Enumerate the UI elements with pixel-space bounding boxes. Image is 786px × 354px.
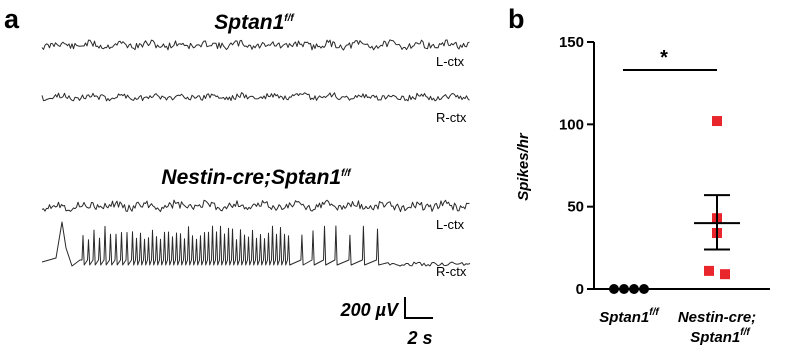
panel-b-label: b <box>508 4 525 34</box>
y-axis-label: Spikes/hr <box>515 132 532 201</box>
channel-label-group1-r: R-ctx <box>436 110 467 125</box>
spikes-plot: 0 50 100 150 <box>559 34 770 298</box>
eeg-trace-group2-r-ctx <box>41 221 471 267</box>
group1-title: Sptan1f/f <box>214 11 295 34</box>
data-point-control <box>619 284 629 294</box>
x-category-control: Sptan1f/f <box>599 307 660 326</box>
y-tick-label: 100 <box>559 116 584 133</box>
data-point-mutant <box>720 269 730 280</box>
y-tick-label: 150 <box>559 34 584 51</box>
x-category-mutant-line1: Nestin-cre; <box>678 309 756 326</box>
eeg-trace-group2-l-ctx <box>41 199 470 213</box>
data-point-control <box>629 284 639 294</box>
data-point-mutant <box>712 116 722 127</box>
scale-bar-time: 2 s <box>406 328 432 348</box>
significance-star: * <box>660 47 668 69</box>
y-ticks: 0 50 100 150 <box>559 34 594 298</box>
scale-bar <box>404 297 433 319</box>
data-point-control <box>609 284 619 294</box>
y-tick-label: 0 <box>576 281 584 298</box>
data-point-mutant <box>704 265 714 276</box>
y-tick-label: 50 <box>567 199 584 216</box>
channel-label-group1-l: L-ctx <box>436 54 465 69</box>
channel-label-group2-l: L-ctx <box>436 217 465 232</box>
eeg-trace-group1-r-ctx <box>41 92 470 102</box>
x-category-mutant-line2: Sptan1f/f <box>690 327 751 346</box>
panel-a-label: a <box>4 4 20 34</box>
scale-bar-amplitude: 200 µV <box>340 300 400 320</box>
channel-label-group2-r: R-ctx <box>436 264 467 279</box>
data-point-control <box>639 284 649 294</box>
data-points <box>609 116 730 294</box>
group2-title: Nestin-cre;Sptan1f/f <box>161 166 352 189</box>
mean-sem <box>694 194 740 251</box>
eeg-trace-group1-l-ctx <box>41 39 470 51</box>
